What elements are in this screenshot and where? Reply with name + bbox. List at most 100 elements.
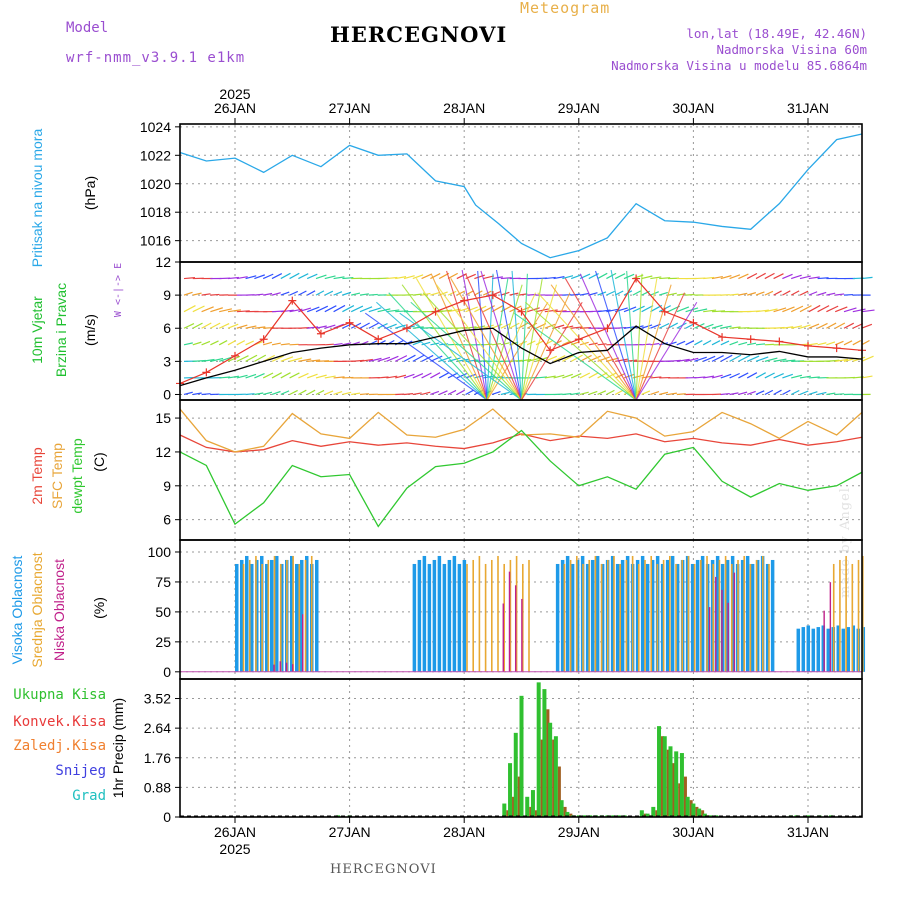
wind-arrow bbox=[236, 355, 249, 362]
high-cloud-bar bbox=[750, 563, 755, 672]
wind-arrow bbox=[412, 274, 424, 280]
wind-arrow bbox=[511, 270, 523, 401]
high-cloud-bar bbox=[457, 563, 462, 672]
wind-arrow bbox=[236, 324, 248, 329]
wind-arrow bbox=[412, 293, 422, 296]
precip-total-bar bbox=[576, 815, 581, 817]
wind-arrow bbox=[694, 340, 703, 346]
gust-marker bbox=[603, 324, 612, 333]
high-cloud-bar bbox=[730, 555, 735, 672]
wind-arrow bbox=[835, 293, 845, 296]
wind-arrow bbox=[729, 274, 741, 280]
wind-arrow bbox=[835, 393, 845, 396]
top-day-label: 30JAN bbox=[672, 100, 714, 116]
y-tick-label: 3 bbox=[163, 353, 171, 369]
wind-compass: W <-|-> E bbox=[113, 263, 124, 317]
wind-arrow bbox=[201, 340, 211, 346]
precip-conv-bar bbox=[678, 783, 682, 817]
wind-arrow bbox=[421, 341, 431, 346]
high-cloud-bar bbox=[295, 563, 299, 672]
bottom-day-label: 27JAN bbox=[329, 824, 371, 840]
wind-arrow bbox=[447, 272, 458, 280]
wind-arrow bbox=[430, 390, 440, 396]
wind-arrow bbox=[614, 389, 624, 396]
wind-arrow bbox=[289, 272, 300, 280]
wind-arrow bbox=[280, 356, 294, 362]
wind-arrow bbox=[245, 340, 255, 346]
mid-cloud-bar bbox=[656, 563, 659, 672]
wind-arrow bbox=[650, 276, 662, 280]
high-cloud-bar bbox=[841, 628, 846, 672]
low-cloud-bar bbox=[708, 607, 711, 672]
precip-conv-bar bbox=[529, 806, 533, 817]
wind-arrow bbox=[192, 292, 202, 296]
precip-total-bar bbox=[668, 746, 673, 817]
wind-arrow bbox=[359, 393, 370, 396]
wind-arrow bbox=[201, 293, 211, 296]
mid-cloud-bar bbox=[267, 559, 270, 672]
low-cloud-bar bbox=[514, 585, 517, 672]
precip-conv-bar bbox=[506, 810, 510, 817]
wind-arrow bbox=[595, 270, 637, 401]
wind-arrow bbox=[826, 292, 836, 296]
wind-arrow bbox=[201, 358, 215, 362]
wind-arrow bbox=[183, 291, 193, 296]
wind-arrow bbox=[623, 326, 635, 329]
wind-arrow bbox=[579, 354, 592, 362]
high-cloud-bar bbox=[640, 555, 645, 672]
high-cloud-bar bbox=[796, 628, 801, 672]
panel-frame bbox=[179, 261, 863, 401]
wind-arrow bbox=[658, 322, 670, 329]
wind-arrow bbox=[588, 372, 599, 379]
high-cloud-bar bbox=[836, 625, 841, 672]
wind-arrow bbox=[436, 284, 522, 401]
wind-arrow bbox=[236, 340, 246, 346]
wind-arrow bbox=[377, 376, 389, 379]
wind-arrow bbox=[782, 290, 791, 296]
mid-cloud-bar bbox=[755, 559, 758, 672]
mid-cloud-bar bbox=[613, 555, 615, 672]
wind-arrow bbox=[702, 339, 712, 346]
wind-arrow bbox=[791, 274, 802, 280]
mid-cloud-bar bbox=[588, 559, 591, 672]
top-day-label: 31JAN bbox=[787, 100, 829, 116]
wind-arrow bbox=[394, 355, 408, 362]
low-cloud-bar bbox=[508, 571, 511, 672]
wind-arrow bbox=[219, 376, 231, 379]
mid-cloud-bar bbox=[242, 563, 245, 672]
gust-marker bbox=[574, 335, 583, 344]
wind-arrow bbox=[227, 276, 240, 280]
wind-arrow bbox=[236, 374, 248, 379]
wind-arrow bbox=[438, 356, 452, 362]
high-cloud-bar bbox=[821, 625, 826, 672]
wind-arrow bbox=[192, 341, 202, 346]
wind-arrow bbox=[685, 293, 695, 296]
high-cloud-bar bbox=[235, 563, 239, 672]
wind-arrow bbox=[480, 270, 523, 401]
wind-arrow bbox=[486, 284, 523, 401]
high-cloud-bar bbox=[462, 559, 467, 672]
y-tick-label: 1020 bbox=[140, 176, 171, 192]
wind-arrow bbox=[773, 358, 787, 362]
wind-arrow bbox=[324, 343, 334, 346]
t2m-line bbox=[179, 433, 863, 453]
wind-arrow bbox=[254, 293, 264, 296]
precip-conv-bar bbox=[672, 763, 676, 817]
wind-arrow bbox=[219, 308, 233, 313]
wind-arrow bbox=[491, 391, 501, 396]
low-cloud-bar bbox=[823, 610, 825, 672]
wind-arrow bbox=[412, 392, 422, 396]
wind-arrow bbox=[843, 340, 853, 346]
dewpt-line bbox=[179, 429, 863, 528]
wind-arrow bbox=[192, 392, 202, 396]
wind-speed-line bbox=[179, 325, 863, 387]
wind-arrow bbox=[615, 358, 629, 362]
wind-arrow bbox=[861, 276, 873, 280]
wind-arrow bbox=[623, 359, 637, 362]
wind-arrow bbox=[342, 322, 353, 329]
wind-arrow bbox=[183, 391, 193, 396]
precip-conv-bar bbox=[569, 813, 573, 817]
wind-arrow bbox=[571, 293, 581, 296]
wind-arrow bbox=[597, 291, 607, 296]
wind-arrow bbox=[635, 284, 672, 401]
